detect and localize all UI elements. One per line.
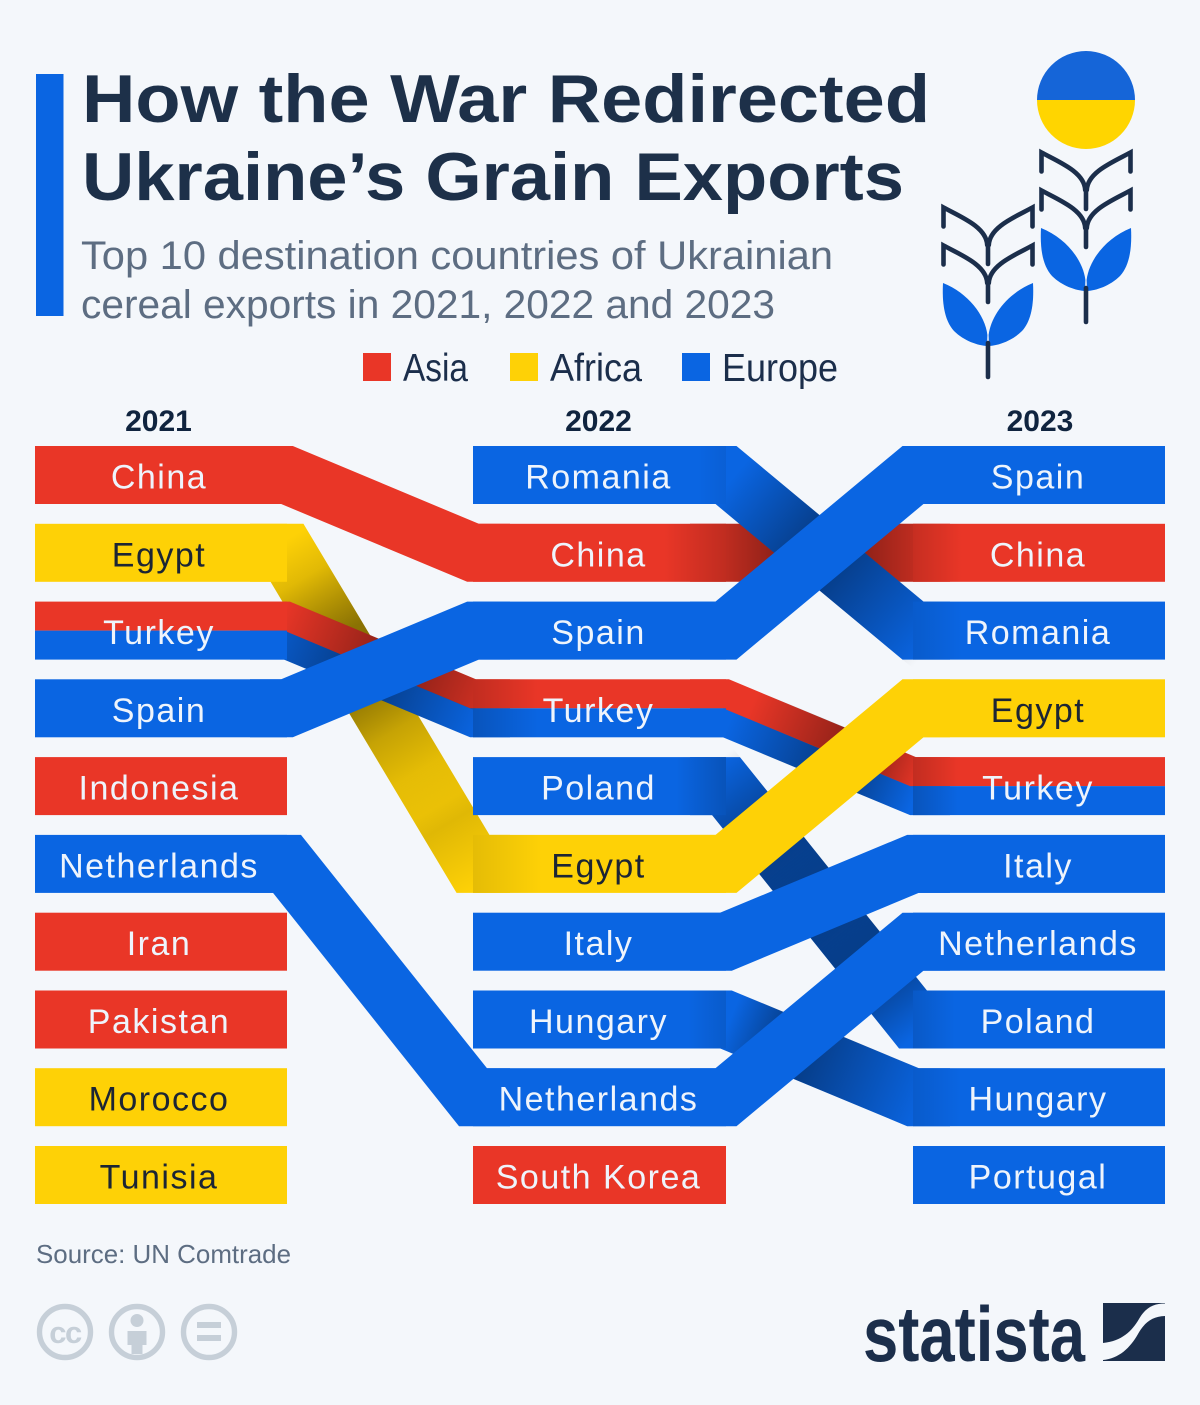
svg-text:Egypt: Egypt (112, 536, 206, 574)
svg-text:Hungary: Hungary (968, 1081, 1107, 1119)
svg-text:2022: 2022 (565, 405, 632, 438)
svg-text:Source: UN Comtrade: Source: UN Comtrade (36, 1239, 291, 1269)
svg-text:Spain: Spain (551, 614, 645, 652)
svg-text:Romania: Romania (965, 614, 1112, 652)
svg-text:2023: 2023 (1007, 405, 1074, 438)
svg-text:Indonesia: Indonesia (79, 770, 240, 808)
svg-text:Portugal: Portugal (969, 1159, 1108, 1197)
svg-text:Tunisia: Tunisia (100, 1159, 219, 1197)
svg-text:cc: cc (49, 1315, 82, 1350)
svg-text:Europe: Europe (722, 347, 838, 390)
svg-text:Netherlands: Netherlands (499, 1081, 699, 1119)
svg-text:Italy: Italy (564, 925, 634, 963)
svg-text:Pakistan: Pakistan (88, 1003, 230, 1041)
svg-text:Romania: Romania (525, 459, 672, 497)
svg-text:Ukraine’s Grain Exports: Ukraine’s Grain Exports (82, 139, 904, 215)
svg-text:Turkey: Turkey (982, 770, 1094, 808)
svg-text:China: China (990, 536, 1086, 574)
svg-text:China: China (550, 536, 646, 574)
svg-text:Africa: Africa (550, 347, 642, 390)
svg-text:Netherlands: Netherlands (938, 925, 1138, 963)
svg-text:South Korea: South Korea (496, 1159, 702, 1197)
svg-text:China: China (111, 459, 207, 497)
svg-text:Turkey: Turkey (103, 614, 215, 652)
svg-text:Hungary: Hungary (529, 1003, 668, 1041)
svg-text:Morocco: Morocco (89, 1081, 230, 1119)
svg-text:Egypt: Egypt (991, 692, 1085, 730)
svg-text:Italy: Italy (1003, 847, 1073, 885)
svg-text:cereal exports in 2021, 2022 a: cereal exports in 2021, 2022 and 2023 (81, 283, 775, 327)
svg-text:Spain: Spain (991, 459, 1085, 497)
svg-text:Turkey: Turkey (543, 692, 655, 730)
svg-text:Iran: Iran (127, 925, 192, 963)
svg-text:Poland: Poland (981, 1003, 1096, 1041)
svg-text:statista: statista (863, 1290, 1085, 1378)
svg-text:Netherlands: Netherlands (59, 847, 259, 885)
svg-text:Poland: Poland (541, 770, 656, 808)
svg-text:Top 10 destination countries o: Top 10 destination countries of Ukrainia… (81, 234, 833, 278)
svg-text:2021: 2021 (125, 405, 192, 438)
svg-text:Egypt: Egypt (551, 847, 645, 885)
svg-text:Spain: Spain (112, 692, 206, 730)
svg-text:How the War Redirected: How the War Redirected (82, 61, 930, 137)
svg-text:Asia: Asia (403, 347, 468, 390)
